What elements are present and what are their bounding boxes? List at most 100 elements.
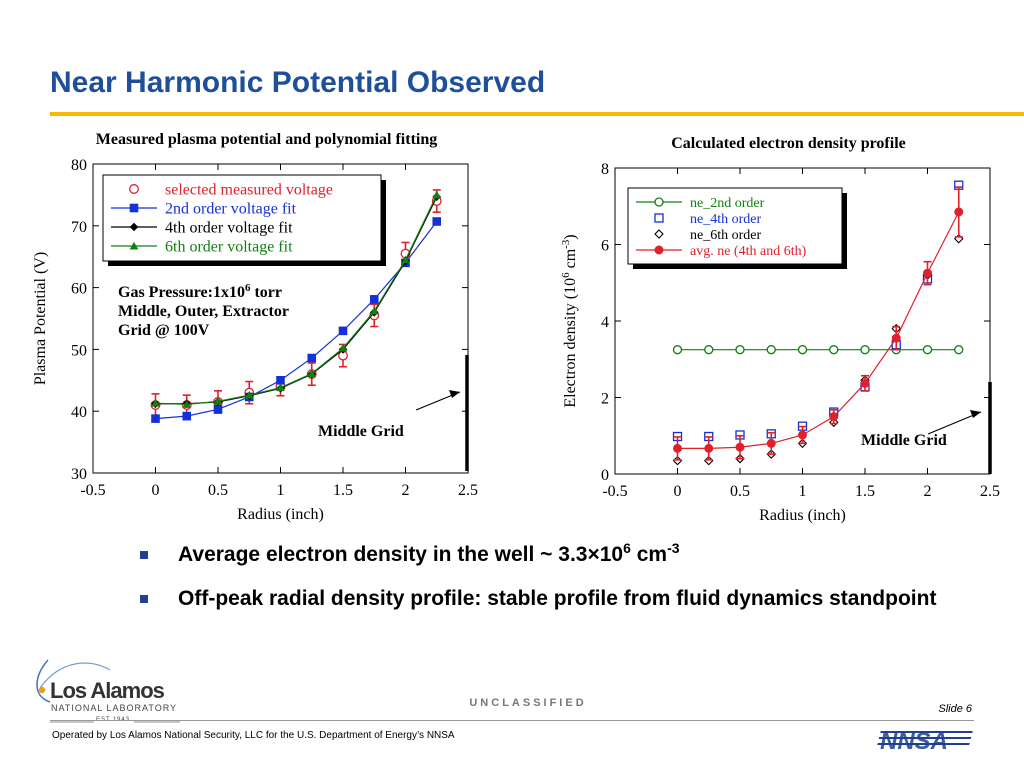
x-axis-label: Radius (inch) xyxy=(759,507,846,524)
footer-rule xyxy=(50,720,974,721)
chart-title: Calculated electron density profile xyxy=(671,135,906,152)
data-point xyxy=(369,295,379,304)
charts: Measured plasma potential and polynomial… xyxy=(32,131,1000,524)
data-point xyxy=(922,345,933,355)
bullet-list: Average electron density in the well ~ 3… xyxy=(140,540,1010,628)
bullet-square-icon xyxy=(140,595,148,603)
y-tick-label: 80 xyxy=(71,157,87,174)
data-point xyxy=(654,213,664,223)
data-point xyxy=(672,345,683,355)
data-point xyxy=(369,306,379,315)
pressure-annotation-line: Grid @ 100V xyxy=(118,322,210,339)
y-tick-label: 0 xyxy=(601,467,609,484)
data-point xyxy=(432,217,442,226)
data-point xyxy=(307,369,317,377)
data-point xyxy=(860,378,870,388)
series-4 xyxy=(151,190,442,408)
series-line xyxy=(155,194,438,406)
data-point xyxy=(276,383,285,392)
annotation-arrowhead xyxy=(449,390,460,398)
nnsa-logo-icon: NNSA xyxy=(877,728,973,754)
title-rule xyxy=(50,112,1024,116)
middle-grid-label: Middle Grid xyxy=(861,432,947,449)
los-alamos-logo-icon xyxy=(36,659,180,723)
x-tick-label: -0.5 xyxy=(602,483,627,500)
series-4 xyxy=(673,186,964,461)
x-tick-label: 0 xyxy=(152,482,160,499)
x-tick-label: 2 xyxy=(924,483,932,500)
pressure-annotation-sup: 6 xyxy=(245,282,251,294)
legend-label: ne_4th order xyxy=(690,212,761,227)
pressure-annotation-text: torr xyxy=(250,284,282,301)
data-point xyxy=(129,184,139,194)
x-tick-label: 0.5 xyxy=(208,482,228,499)
chart-electron-density: Calculated electron density profile-0.5 0… xyxy=(560,135,1000,524)
series-line xyxy=(155,221,438,420)
x-tick-label: 0.5 xyxy=(730,483,750,500)
legend-label: 4th order voltage fit xyxy=(165,220,293,237)
data-point xyxy=(766,345,776,355)
y-axis-label-sup: -3 xyxy=(560,239,572,249)
data-point xyxy=(307,353,317,363)
logo-subtitle: NATIONAL LABORATORY xyxy=(51,703,178,713)
pressure-annotation-line: Middle, Outer, Extractor xyxy=(118,303,289,320)
x-tick-label: 1 xyxy=(799,483,807,500)
y-axis-label-sup: 6 xyxy=(560,272,572,278)
y-axis-label-text: Electron density (10 xyxy=(562,278,579,408)
data-point xyxy=(673,443,682,453)
chart-title: Measured plasma potential and polynomial… xyxy=(96,131,438,148)
bullet-text-unit: cm xyxy=(630,543,668,566)
data-point xyxy=(704,443,714,453)
data-point xyxy=(829,412,839,422)
data-point xyxy=(129,203,139,213)
x-tick-label: 2.5 xyxy=(980,483,1000,500)
pressure-annotation: Gas Pressure:1x106 torr xyxy=(118,282,282,301)
y-tick-label: 8 xyxy=(601,161,609,178)
y-tick-label: 60 xyxy=(71,281,87,298)
data-point xyxy=(891,333,901,343)
data-point xyxy=(954,207,964,217)
data-point xyxy=(923,268,932,278)
legend-label: ne_6th order xyxy=(690,228,761,243)
slide-number: Slide 6 xyxy=(938,703,972,715)
legend: selected measured voltage 2nd order volta… xyxy=(102,174,386,266)
x-tick-label: 1 xyxy=(277,482,285,499)
y-tick-label: 4 xyxy=(601,314,609,331)
series-line xyxy=(677,211,960,449)
chart-plasma-potential: Measured plasma potential and polynomial… xyxy=(32,131,478,523)
data-point xyxy=(954,345,964,355)
classification-label: UNCLASSIFIED xyxy=(469,697,587,709)
y-tick-label: 30 xyxy=(71,466,87,483)
legend-label: selected measured voltage xyxy=(165,182,333,199)
logo-name: Los Alamos xyxy=(50,678,165,703)
data-point xyxy=(129,222,139,232)
y-tick-label: 6 xyxy=(601,238,609,255)
x-tick-label: 2.5 xyxy=(458,482,478,499)
bullet-item: Average electron density in the well ~ 3… xyxy=(140,540,1010,570)
y-axis-label-text: cm xyxy=(562,248,579,272)
data-point xyxy=(213,397,223,405)
data-point xyxy=(704,345,714,355)
legend-label: ne_2nd order xyxy=(690,196,765,211)
data-point xyxy=(213,405,223,414)
x-tick-label: 2 xyxy=(402,482,410,499)
data-point xyxy=(797,345,808,355)
bullet-sup: -3 xyxy=(667,540,680,556)
y-axis-label: Plasma Potential (V) xyxy=(32,252,49,385)
y-tick-label: 70 xyxy=(71,219,87,236)
legend-label: avg. ne (4th and 6th) xyxy=(690,244,807,259)
series-1 xyxy=(672,345,964,355)
middle-grid-label: Middle Grid xyxy=(318,423,404,440)
nnsa-logo-text: NNSA xyxy=(880,728,948,754)
data-point xyxy=(829,345,839,355)
data-point xyxy=(338,326,348,336)
annotation-arrowhead xyxy=(970,410,981,418)
y-tick-label: 40 xyxy=(71,404,87,421)
bullet-item: Off-peak radial density profile: stable … xyxy=(140,584,1010,614)
y-axis-label-text: ) xyxy=(562,234,579,239)
pressure-annotation-text: Gas Pressure:1x10 xyxy=(118,284,245,301)
data-point xyxy=(182,400,192,408)
data-point xyxy=(129,241,139,250)
data-point xyxy=(798,430,807,440)
